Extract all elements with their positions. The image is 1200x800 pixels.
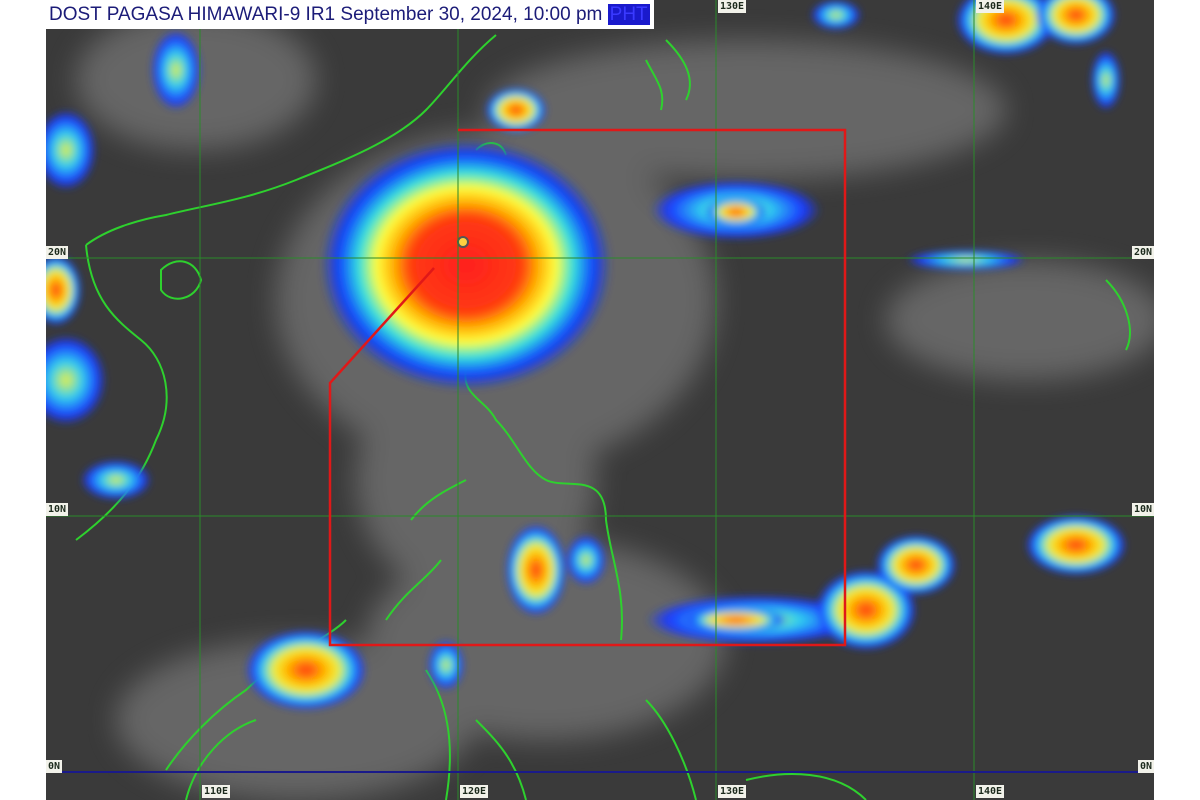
lon-label-110e-bottom: 110E <box>202 785 231 798</box>
image-title: DOST PAGASA HIMAWARI-9 IR1 September 30,… <box>46 0 654 29</box>
lat-label-0n-right: 0N <box>1137 760 1154 773</box>
satellite-image: DOST PAGASA HIMAWARI-9 IR1 September 30,… <box>46 0 1154 800</box>
lat-label-10n-left: 10N <box>46 503 69 516</box>
lon-label-130e-bottom: 130E <box>718 785 747 798</box>
cloud-haze <box>76 10 1154 800</box>
satellite-layer <box>46 0 1154 800</box>
par-boundary <box>328 128 847 647</box>
typhoon-eye <box>457 236 469 248</box>
title-text: DOST PAGASA HIMAWARI-9 IR1 September 30,… <box>49 4 603 25</box>
lat-label-20n-right: 20N <box>1131 246 1154 259</box>
cloud-tops <box>46 0 1126 710</box>
lon-label-120e-bottom: 120E <box>460 785 489 798</box>
lon-label-140e-bottom: 140E <box>976 785 1005 798</box>
lat-lon-grid <box>46 0 1154 800</box>
lon-label-140e-top: 140E <box>976 0 1005 13</box>
lat-label-0n-left: 0N <box>46 760 63 773</box>
lon-label-130e-top: 130E <box>718 0 747 13</box>
timezone-label: PHT <box>607 4 650 25</box>
lat-label-20n-left: 20N <box>46 246 69 259</box>
lat-label-10n-right: 10N <box>1131 503 1154 516</box>
